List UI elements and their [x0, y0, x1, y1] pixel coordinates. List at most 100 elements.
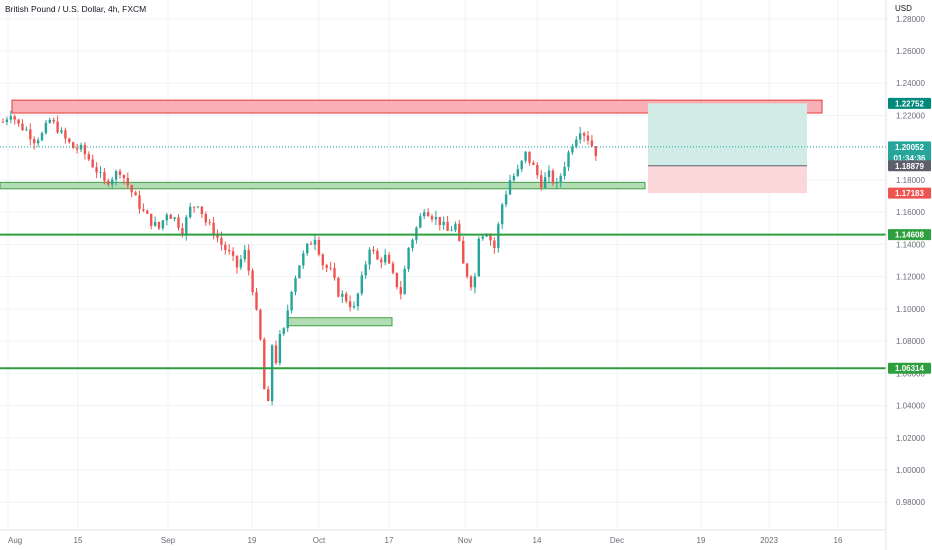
candle-series	[0, 110, 886, 406]
candle-body	[21, 123, 24, 131]
candle-body	[204, 214, 207, 223]
candle-body	[103, 172, 106, 181]
candle-body	[259, 309, 262, 340]
time-tick-label: 16	[834, 536, 843, 545]
candle-body	[165, 214, 168, 221]
candle-body	[387, 254, 391, 264]
candle-body	[493, 240, 496, 248]
currency-label: USD	[895, 4, 912, 13]
candle-body	[579, 133, 582, 140]
resistance-zone[interactable]	[11, 99, 823, 114]
support-zone[interactable]	[286, 317, 393, 327]
candle-body	[72, 142, 75, 149]
candle-body	[40, 133, 44, 141]
drawing-layer[interactable]	[0, 99, 823, 327]
candle-body	[411, 239, 414, 248]
candle-body	[99, 172, 102, 173]
candle-body	[313, 239, 317, 245]
candle-body	[17, 119, 20, 124]
candle-body	[134, 192, 137, 196]
candle-body	[33, 139, 36, 144]
candle-body	[547, 170, 551, 178]
price-tick-label: 1.04000	[896, 402, 925, 411]
candle-body	[146, 210, 149, 214]
candle-body	[497, 224, 500, 248]
candle-body	[200, 206, 204, 215]
candle-body	[263, 339, 266, 390]
candle-body	[329, 267, 332, 269]
candle-body	[376, 250, 379, 260]
price-badge	[888, 187, 931, 199]
candle-body	[419, 216, 422, 228]
candle-body	[212, 222, 215, 236]
candle-body	[36, 140, 40, 144]
support-zone[interactable]	[0, 181, 646, 190]
candle-body	[450, 230, 453, 231]
price-badge-label: 1.18879	[895, 162, 924, 171]
candle-body	[594, 146, 597, 157]
candle-body	[29, 129, 32, 140]
candle-body	[255, 292, 258, 310]
candle-body	[235, 255, 239, 268]
candle-body	[302, 253, 305, 266]
position-target-zone[interactable]	[648, 103, 807, 166]
time-tick-label: Sep	[161, 536, 176, 545]
candle-body	[575, 139, 578, 147]
candle-body	[138, 195, 141, 210]
price-tick-label: 1.00000	[896, 466, 925, 475]
candle-body	[220, 237, 223, 245]
candle-body	[555, 182, 558, 184]
candle-body	[68, 138, 71, 143]
candle-body	[352, 306, 356, 308]
time-tick-label: 2023	[760, 536, 778, 545]
price-badge-label: 1.14608	[895, 231, 924, 240]
candle-body	[337, 277, 340, 297]
candle-body	[325, 265, 328, 268]
time-tick-label: Oct	[313, 536, 326, 545]
candle-body	[356, 293, 360, 307]
candle-body	[372, 249, 375, 251]
candle-body	[130, 185, 133, 193]
candle-body	[298, 265, 301, 279]
candle-body	[407, 247, 410, 270]
price-tick-label: 1.28000	[896, 15, 925, 24]
candle-body	[157, 221, 161, 229]
candle-body	[481, 236, 484, 239]
candle-body	[333, 268, 336, 278]
candle-body	[384, 254, 387, 263]
candle-body	[286, 310, 289, 329]
price-badge-label: 1.06314	[895, 364, 924, 373]
symbol-title[interactable]: British Pound / U.S. Dollar, 4h, FXCM	[5, 4, 147, 14]
candle-body	[551, 170, 555, 184]
candle-body	[290, 291, 293, 311]
candle-body	[395, 272, 399, 288]
price-badge	[888, 97, 931, 109]
candle-body	[267, 389, 270, 402]
time-tick-label: Aug	[8, 536, 22, 545]
candle-body	[228, 250, 231, 252]
candle-body	[516, 169, 519, 176]
price-badges: 1.22752 1.20052 01:34:361.18879 1.17183 1.14…	[888, 97, 931, 374]
candle-body	[345, 293, 348, 302]
candle-body	[403, 269, 406, 295]
candle-body	[114, 171, 118, 180]
candle-body	[185, 217, 188, 235]
candle-body	[559, 175, 562, 183]
candle-body	[473, 276, 477, 288]
price-badge	[888, 160, 931, 172]
candle-body	[438, 216, 441, 226]
position-stop-zone[interactable]	[648, 165, 807, 194]
candle-body	[95, 167, 98, 173]
price-tick-label: 1.02000	[896, 434, 925, 443]
candle-body	[87, 154, 90, 160]
candle-body	[111, 179, 114, 185]
candle-body	[543, 177, 547, 188]
candle-body	[278, 333, 282, 363]
horizontal-lines[interactable]	[0, 233, 886, 370]
candle-body	[504, 194, 508, 205]
time-tick-label: 19	[248, 536, 257, 545]
price-badge-label: 1.17183	[895, 189, 924, 198]
